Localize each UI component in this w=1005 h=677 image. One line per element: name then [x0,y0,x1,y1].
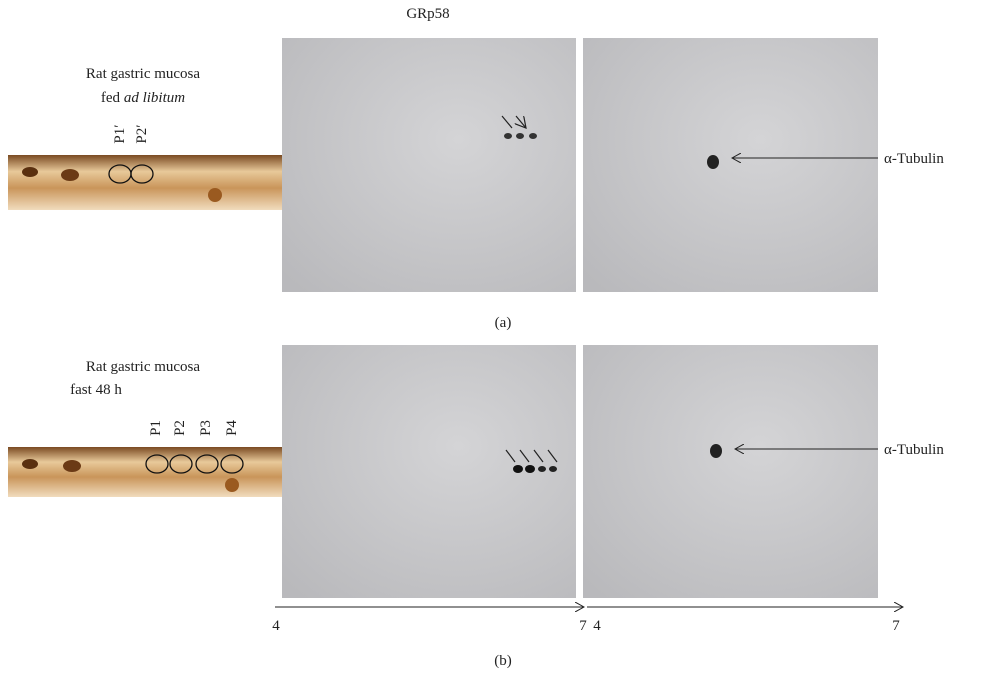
spot-label: P1′ [112,124,128,143]
sample-label: fast 48 h [70,382,122,398]
spot-label: P2 [172,420,188,436]
spot-label: P4 [224,420,240,436]
sample-label: fed ad libitum [101,90,185,106]
axis-label: 4 [272,618,280,634]
blot-image [583,345,878,598]
axis-label: 4 [593,618,601,634]
axis-label: 7 [579,618,587,634]
gel-strip [8,447,296,497]
spot-label: P3 [198,420,214,436]
sample-label: Rat gastric mucosa [86,359,200,375]
spot-label: P2′ [134,124,150,143]
annotation: α-Tubulin [884,151,944,167]
caption: (b) [494,653,512,669]
axis-label: 7 [892,618,900,634]
blot-title: GRp58 [406,6,449,22]
sample-label: Rat gastric mucosa [86,66,200,82]
label-part: ad libitum [124,90,185,106]
spot-label: P1 [148,420,164,436]
figure: GRp58 Rat gastric mucosa fed ad libitum … [0,0,1005,677]
caption: (a) [495,315,512,331]
blot-image [583,38,878,292]
gel-strip [8,155,282,210]
annotation: α-Tubulin [884,442,944,458]
blot-image [282,38,576,292]
label-part: fed [101,90,121,106]
blot-image [282,345,576,598]
